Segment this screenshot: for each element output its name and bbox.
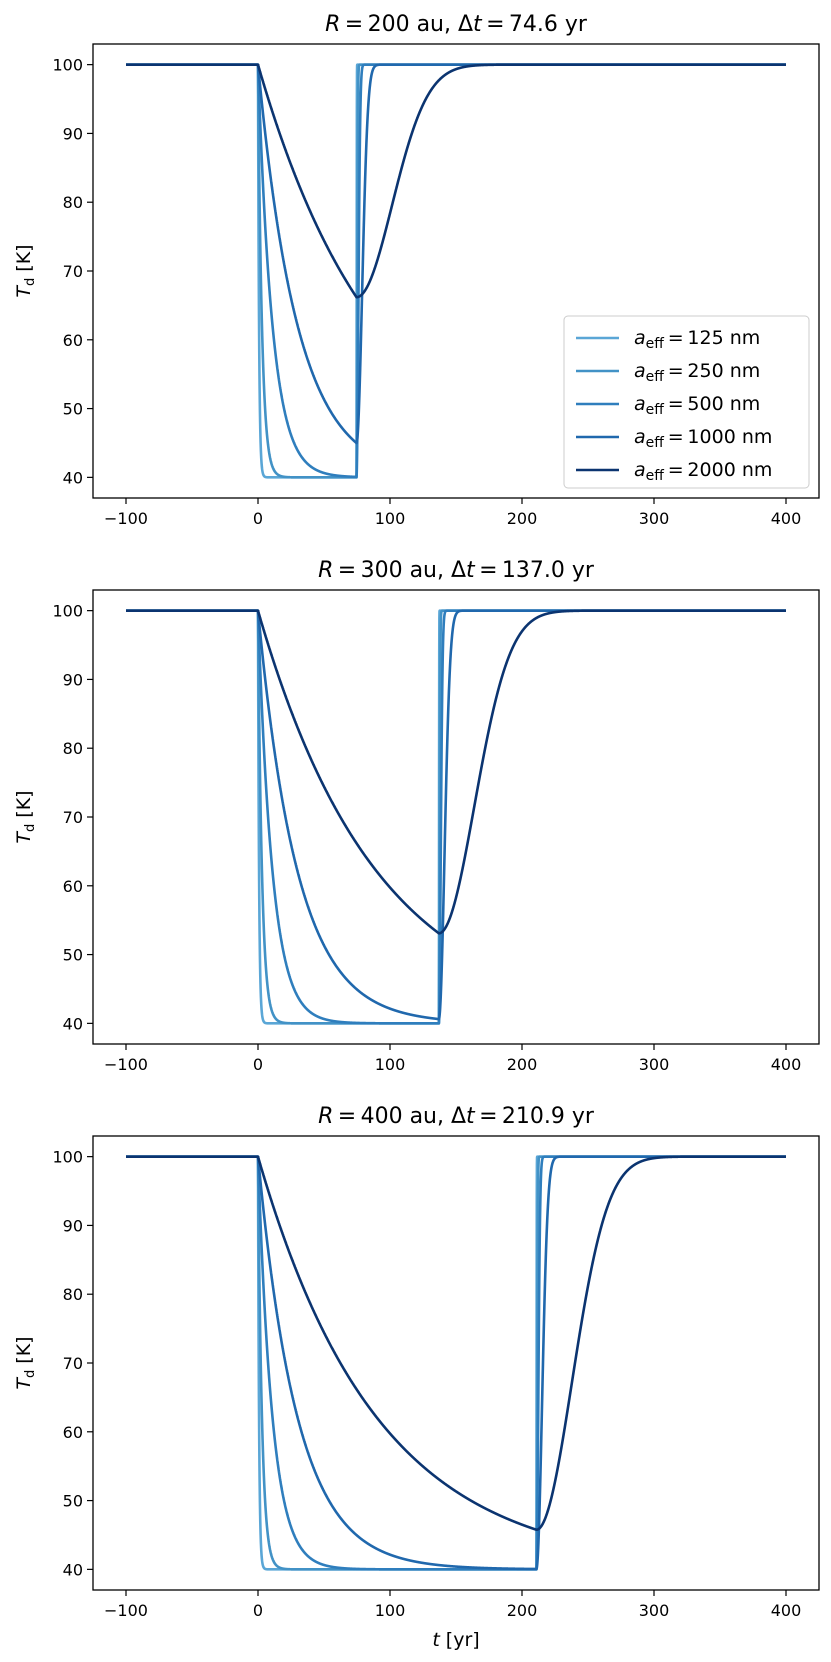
series-line [126, 609, 788, 1025]
series-line [126, 1155, 788, 1571]
x-tick-label: 100 [375, 1601, 406, 1620]
x-tick-label: 200 [507, 509, 538, 528]
y-tick-label: 70 [63, 262, 83, 281]
y-axis-label: Td [K] [13, 244, 38, 297]
series-line [126, 609, 788, 1021]
chart-title: R = 300 au, Δt = 137.0 yr [318, 558, 595, 583]
y-tick-label: 60 [63, 877, 83, 896]
x-tick-label: 300 [639, 1601, 670, 1620]
x-tick-label: 400 [771, 1601, 802, 1620]
series-line [126, 609, 788, 935]
y-tick-label: 60 [63, 331, 83, 350]
chart-title: R = 400 au, Δt = 210.9 yr [318, 1104, 595, 1129]
x-tick-label: 0 [253, 509, 263, 528]
x-tick-label: 100 [375, 1055, 406, 1074]
x-tick-label: 0 [253, 1601, 263, 1620]
axes-frame [92, 589, 820, 1045]
x-tick-label: 300 [639, 1055, 670, 1074]
x-tick-label: 400 [771, 1055, 802, 1074]
legend-label: aeff = 500 nm [634, 393, 760, 418]
y-tick-label: 40 [63, 1014, 83, 1033]
y-axis-label: Td [K] [13, 790, 38, 843]
x-axis-label: t [yr] [432, 1629, 479, 1651]
series-line [126, 609, 788, 1025]
series-group [126, 63, 788, 479]
x-tick-label: −100 [104, 1601, 148, 1620]
y-tick-label: 80 [63, 193, 83, 212]
chart-title: R = 200 au, Δt = 74.6 yr [325, 12, 588, 37]
y-tick-label: 70 [63, 808, 83, 827]
axes-frame [92, 1135, 820, 1591]
y-tick-label: 100 [52, 602, 83, 621]
y-tick-label: 70 [63, 1354, 83, 1373]
x-tick-label: 300 [639, 509, 670, 528]
chart-panel-1: R = 200 au, Δt = 74.6 yr −100 0 100 200 300 40… [13, 12, 820, 528]
y-axis-label: Td [K] [13, 1336, 38, 1389]
chart-panel-2: R = 300 au, Δt = 137.0 yr −100 0 100 200 300 4… [13, 558, 820, 1074]
series-line [126, 1155, 788, 1532]
series-line [126, 1155, 788, 1571]
legend-label: aeff = 250 nm [634, 360, 760, 385]
legend-label: aeff = 2000 nm [634, 459, 772, 484]
x-tick-label: 400 [771, 509, 802, 528]
legend: aeff = 125 nm aeff = 250 nm aeff = 500 nm a… [563, 315, 810, 489]
legend-box [563, 315, 810, 489]
x-tick-label: −100 [104, 509, 148, 528]
series-group [126, 1155, 788, 1571]
chart-panel-3: R = 400 au, Δt = 210.9 yr −100 0 100 200 300 4… [13, 1104, 820, 1651]
y-tick-label: 80 [63, 739, 83, 758]
x-tick-label: 100 [375, 509, 406, 528]
y-tick-label: 90 [63, 1216, 83, 1235]
y-tick-label: 100 [52, 56, 83, 75]
y-tick-label: 40 [63, 1560, 83, 1579]
y-tick-label: 50 [63, 1492, 83, 1511]
series-line [126, 609, 788, 1025]
y-tick-label: 90 [63, 670, 83, 689]
y-tick-label: 100 [52, 1148, 83, 1167]
legend-label: aeff = 1000 nm [634, 426, 772, 451]
series-line [126, 1155, 788, 1571]
series-line [126, 1155, 788, 1571]
legend-label: aeff = 125 nm [634, 327, 760, 352]
y-tick-label: 80 [63, 1285, 83, 1304]
x-tick-label: 200 [507, 1601, 538, 1620]
x-tick-label: 0 [253, 1055, 263, 1074]
x-tick-label: 200 [507, 1055, 538, 1074]
x-tick-label: −100 [104, 1055, 148, 1074]
y-tick-label: 40 [63, 468, 83, 487]
y-tick-label: 50 [63, 946, 83, 965]
y-tick-label: 90 [63, 124, 83, 143]
y-tick-label: 60 [63, 1423, 83, 1442]
series-line [126, 63, 788, 299]
y-tick-label: 50 [63, 400, 83, 419]
series-group [126, 609, 788, 1025]
